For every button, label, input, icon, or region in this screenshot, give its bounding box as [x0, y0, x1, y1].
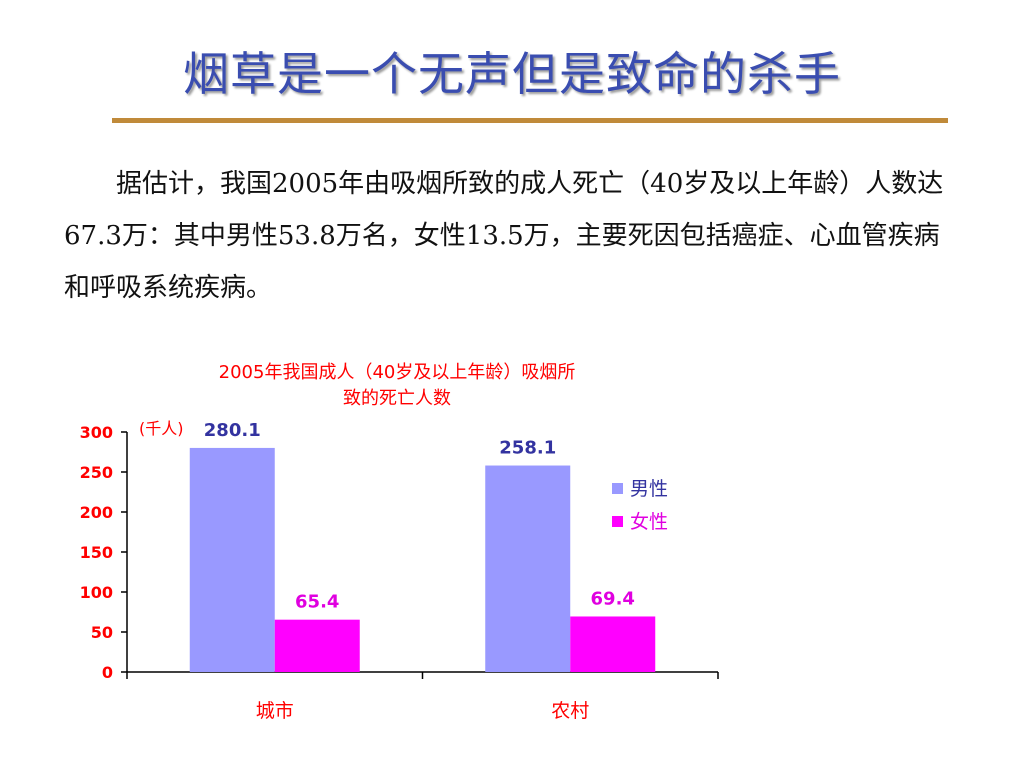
- bar-0-0: [189, 447, 275, 672]
- legend-swatch-0: [612, 483, 623, 494]
- chart-marks: 0 50 100 150 200 250 300 城市 农村 280.1 258.1 65.4 69.4…: [80, 420, 719, 722]
- y-axis-unit-label: (千人): [139, 419, 184, 438]
- y-tick-label: 250: [80, 463, 113, 482]
- paragraph-text: 据估计，我国2005年由吸烟所致的成人死亡（40岁及以上年龄）人数达67.3万：…: [64, 169, 944, 303]
- y-tick-label: 150: [80, 543, 113, 562]
- bar-1-1: [570, 616, 656, 672]
- x-category-label: 农村: [551, 700, 589, 722]
- legend-label: 女性: [630, 511, 668, 533]
- data-label: 280.1: [204, 420, 261, 441]
- x-category-label: 城市: [256, 700, 294, 722]
- legend-swatch-1: [612, 516, 623, 527]
- y-tick-label: 100: [80, 583, 113, 602]
- body-paragraph: 据估计，我国2005年由吸烟所致的成人死亡（40岁及以上年龄）人数达67.3万：…: [64, 158, 960, 314]
- bar-0-1: [485, 465, 571, 672]
- chart-title-line-1: 2005年我国成人（40岁及以上年龄）吸烟所: [219, 362, 576, 383]
- y-tick-label: 300: [80, 423, 113, 442]
- title-divider: [112, 118, 948, 123]
- y-tick-label: 200: [80, 503, 113, 522]
- data-label: 69.4: [591, 588, 635, 609]
- data-label: 258.1: [499, 438, 556, 459]
- slide-title: 烟草是一个无声但是致命的杀手: [183, 47, 841, 101]
- bar-1-0: [274, 619, 360, 672]
- legend-label: 男性: [630, 478, 668, 500]
- chart-title-line-2: 致的死亡人数: [343, 388, 451, 409]
- data-label: 65.4: [295, 592, 339, 613]
- y-tick-label: 50: [91, 623, 113, 642]
- y-tick-label: 0: [102, 663, 113, 682]
